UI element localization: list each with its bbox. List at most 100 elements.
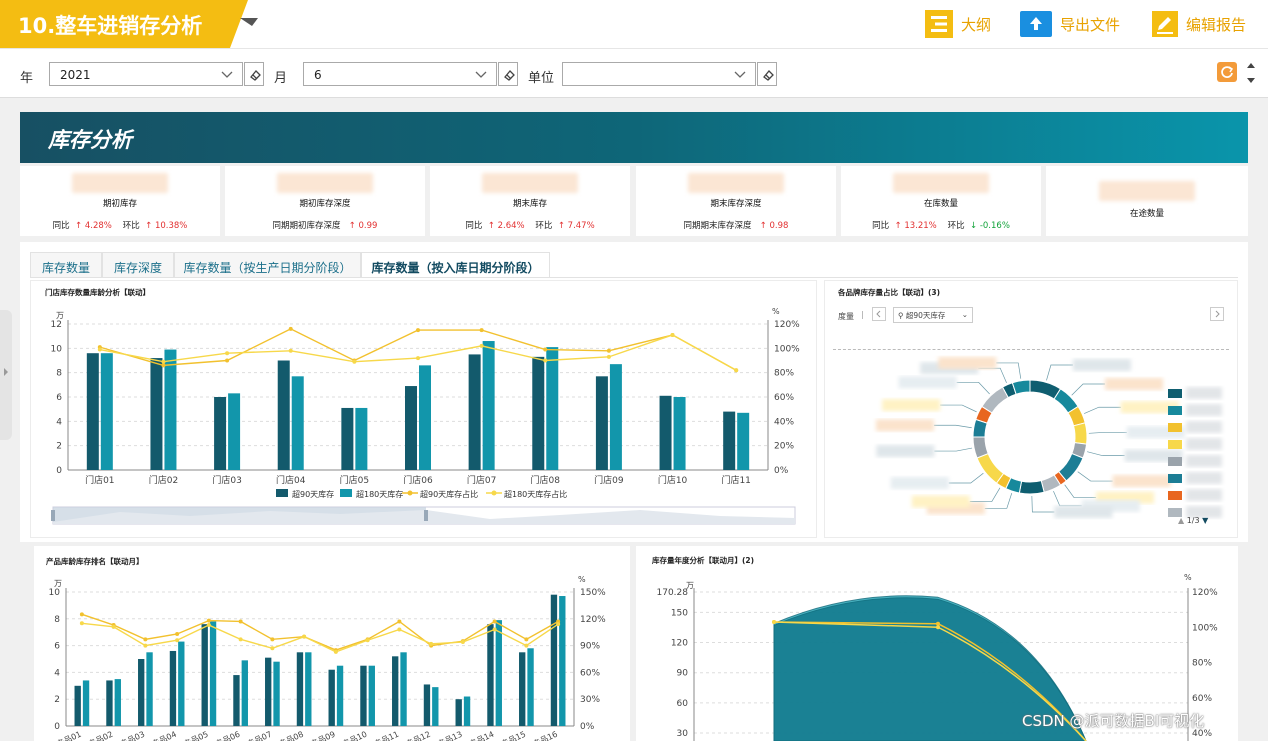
compare-label: 同期期初库存深度 bbox=[272, 221, 341, 231]
y-unit-label: 万 bbox=[54, 579, 62, 588]
data-point bbox=[543, 347, 548, 352]
data-point bbox=[524, 643, 529, 648]
refresh-button[interactable] bbox=[1217, 62, 1237, 82]
month-value: 6 bbox=[314, 68, 322, 82]
month-select[interactable]: 6 bbox=[303, 62, 497, 86]
x-tick-label: 产品12 bbox=[404, 729, 432, 741]
edit-report-button[interactable]: 编辑报告 bbox=[1152, 10, 1246, 38]
x-tick-label: 产品08 bbox=[277, 729, 305, 741]
bar bbox=[169, 650, 177, 726]
y-tick-label: 2 bbox=[56, 442, 62, 452]
x-tick-label: 门店07 bbox=[467, 474, 496, 486]
export-icon bbox=[1020, 11, 1052, 37]
legend-pager[interactable]: ▲ 1/3 ▼ bbox=[1178, 516, 1208, 525]
pie-leader-line bbox=[978, 367, 1007, 383]
bar bbox=[86, 353, 99, 470]
year-value: 2021 bbox=[60, 68, 91, 82]
pie-leader-line bbox=[1031, 495, 1055, 513]
bar bbox=[527, 648, 534, 726]
legend-label-redacted bbox=[1186, 455, 1222, 467]
export-button[interactable]: 导出文件 bbox=[1020, 10, 1120, 38]
legend-label-redacted bbox=[1186, 404, 1222, 416]
outline-button[interactable]: 大纲 bbox=[925, 10, 991, 38]
data-point bbox=[206, 623, 211, 628]
area-series bbox=[773, 597, 1087, 741]
y2-unit-label: % bbox=[1184, 573, 1192, 582]
side-panel-handle[interactable] bbox=[0, 310, 12, 440]
y2-tick-label: 0% bbox=[580, 722, 595, 732]
y2-tick-label: 0% bbox=[774, 466, 789, 476]
triangle-down-icon[interactable]: ▼ bbox=[1202, 516, 1209, 525]
y-unit-label: 万 bbox=[56, 311, 64, 320]
bar bbox=[100, 353, 113, 470]
year-clear-button[interactable] bbox=[244, 62, 264, 86]
pie-leader-line bbox=[984, 493, 1013, 509]
chevron-left-icon bbox=[876, 310, 881, 318]
legend-swatch bbox=[1168, 440, 1182, 449]
mom-value: ↑ 10.38% bbox=[145, 221, 188, 231]
data-point bbox=[556, 622, 561, 627]
y2-tick-label: 80% bbox=[1192, 659, 1212, 669]
yoy-value: ↑ 2.64% bbox=[487, 221, 525, 231]
chevron-right-icon bbox=[4, 368, 8, 376]
unit-clear-button[interactable] bbox=[757, 62, 777, 86]
bar bbox=[146, 652, 153, 726]
bar bbox=[519, 652, 526, 726]
data-point bbox=[79, 612, 84, 617]
yoy-label: 同比 bbox=[52, 221, 70, 231]
next-page-button[interactable] bbox=[1210, 307, 1224, 321]
pie-label-redacted bbox=[938, 356, 997, 369]
month-clear-button[interactable] bbox=[498, 62, 518, 86]
y2-tick-label: 120% bbox=[1192, 588, 1218, 598]
measure-dropdown[interactable]: ⚲ 超90天库存 ⌄ bbox=[893, 307, 973, 323]
tab-stock-by-warehouse-date[interactable]: 库存数量（按入库日期分阶段） bbox=[361, 252, 550, 278]
pie-label-redacted bbox=[890, 476, 949, 489]
data-point bbox=[416, 356, 420, 361]
y-tick-label: 150 bbox=[671, 608, 688, 618]
pie-slice bbox=[972, 436, 989, 459]
outline-label: 大纲 bbox=[961, 15, 992, 34]
pie-leader-line bbox=[956, 381, 990, 395]
unit-select[interactable] bbox=[562, 62, 756, 86]
y2-tick-label: 150% bbox=[580, 588, 606, 598]
tab-stock-quantity[interactable]: 库存数量 bbox=[30, 252, 102, 278]
x-tick-label: 产品06 bbox=[214, 729, 242, 741]
bar bbox=[723, 411, 736, 470]
top-bar: 10.整车进销存分析 大纲 导出文件 编辑报告 bbox=[0, 0, 1268, 48]
kpi-card-closing-depth: 期末库存深度 同期期末库存深度 ↑ 0.98 bbox=[636, 166, 836, 236]
data-point bbox=[543, 358, 548, 363]
product-rank-title: 产品库龄库存排名【联动月】 bbox=[46, 557, 144, 566]
pie-leader-line bbox=[1084, 406, 1121, 414]
tab-stock-depth[interactable]: 库存深度 bbox=[102, 252, 174, 278]
tab-stock-by-production-date[interactable]: 库存数量（按生产日期分阶段） bbox=[174, 252, 361, 278]
pie-slice bbox=[1072, 422, 1088, 445]
legend-page-number: 1/3 bbox=[1186, 516, 1200, 525]
legend-label-redacted bbox=[1186, 438, 1222, 450]
bar bbox=[463, 696, 471, 726]
data-point bbox=[365, 638, 370, 643]
series-line bbox=[81, 622, 559, 653]
triangle-up-icon[interactable]: ▲ bbox=[1178, 516, 1185, 525]
year-select[interactable]: 2021 bbox=[49, 62, 243, 86]
y-tick-label: 6 bbox=[54, 642, 60, 652]
series-line bbox=[99, 334, 737, 371]
collapse-toggle[interactable] bbox=[1246, 60, 1256, 86]
bar bbox=[546, 347, 559, 470]
bar bbox=[432, 687, 439, 726]
data-point bbox=[397, 627, 402, 632]
data-point bbox=[606, 354, 611, 359]
legend-label: 超180天库存 bbox=[356, 489, 403, 499]
y-tick-label: 60 bbox=[677, 699, 689, 709]
legend-label: 超90天库存 bbox=[292, 489, 334, 499]
y-unit-label: 万 bbox=[686, 581, 694, 590]
prev-page-button[interactable] bbox=[872, 307, 886, 321]
pie-leader-line bbox=[1053, 491, 1082, 507]
mom-label: 环比 bbox=[535, 221, 553, 231]
bar bbox=[265, 657, 272, 726]
legend-swatch bbox=[407, 490, 413, 496]
bar bbox=[400, 652, 407, 726]
legend-label-redacted bbox=[1186, 506, 1222, 518]
data-point bbox=[606, 348, 611, 353]
chevron-down-icon bbox=[734, 71, 746, 78]
chevron-down-icon bbox=[221, 71, 233, 78]
